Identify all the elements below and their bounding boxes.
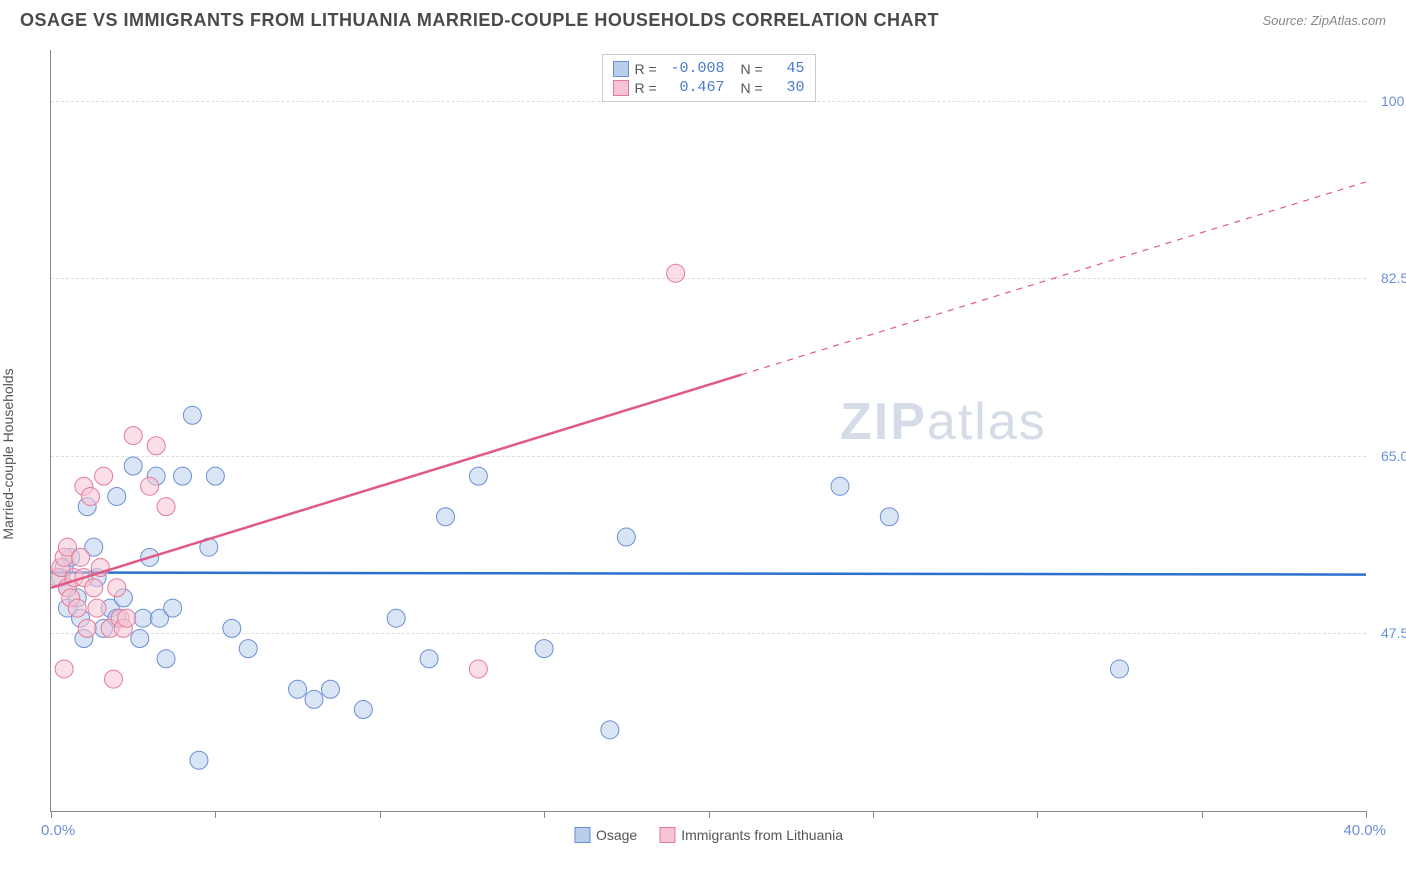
n-label: N = — [741, 61, 769, 77]
data-point — [617, 528, 635, 546]
series-legend: Osage Immigrants from Lithuania — [574, 827, 843, 843]
data-point — [88, 599, 106, 617]
x-tick — [544, 811, 545, 818]
n-value: 45 — [775, 60, 805, 77]
data-point — [831, 477, 849, 495]
trend-line — [51, 573, 1366, 575]
data-point — [124, 457, 142, 475]
data-point — [108, 579, 126, 597]
data-point — [68, 599, 86, 617]
y-tick-label: 82.5% — [1371, 270, 1406, 286]
data-point — [134, 609, 152, 627]
x-tick — [51, 811, 52, 818]
data-point — [108, 487, 126, 505]
data-point — [141, 477, 159, 495]
data-point — [190, 751, 208, 769]
data-point — [437, 508, 455, 526]
chart-plot-area: ZIPatlas R = -0.008 N = 45 R = 0.467 N =… — [50, 50, 1366, 812]
data-point — [164, 599, 182, 617]
data-point — [239, 640, 257, 658]
data-point — [85, 579, 103, 597]
swatch-icon — [574, 827, 590, 843]
data-point — [420, 650, 438, 668]
data-point — [95, 467, 113, 485]
correlation-legend: R = -0.008 N = 45 R = 0.467 N = 30 — [602, 54, 816, 102]
data-point — [880, 508, 898, 526]
data-point — [131, 630, 149, 648]
data-point — [81, 487, 99, 505]
data-point — [206, 467, 224, 485]
data-point — [174, 467, 192, 485]
data-point — [55, 660, 73, 678]
x-axis-min-label: 0.0% — [41, 822, 75, 839]
legend-item: Osage — [574, 827, 637, 843]
data-point — [305, 690, 323, 708]
data-point — [72, 548, 90, 566]
data-point — [157, 498, 175, 516]
data-point — [157, 650, 175, 668]
data-point — [289, 680, 307, 698]
data-point — [321, 680, 339, 698]
data-point — [469, 467, 487, 485]
swatch-icon — [659, 827, 675, 843]
data-point — [147, 437, 165, 455]
data-point — [387, 609, 405, 627]
x-tick — [1037, 811, 1038, 818]
data-point — [601, 721, 619, 739]
data-point — [104, 670, 122, 688]
x-axis-max-label: 40.0% — [1343, 822, 1386, 839]
n-value: 30 — [775, 79, 805, 96]
x-tick — [1366, 811, 1367, 818]
legend-label: Osage — [596, 827, 637, 843]
data-point — [535, 640, 553, 658]
data-point — [667, 264, 685, 282]
y-tick-label: 65.0% — [1371, 448, 1406, 464]
swatch-icon — [613, 80, 629, 96]
y-tick-label: 47.5% — [1371, 625, 1406, 641]
x-tick — [380, 811, 381, 818]
legend-row: R = 0.467 N = 30 — [613, 78, 805, 97]
r-value: -0.008 — [669, 60, 725, 77]
legend-row: R = -0.008 N = 45 — [613, 59, 805, 78]
scatter-plot-svg — [51, 50, 1366, 811]
r-value: 0.467 — [669, 79, 725, 96]
data-point — [124, 427, 142, 445]
data-point — [223, 619, 241, 637]
trend-line-extrapolated — [741, 182, 1366, 375]
data-point — [469, 660, 487, 678]
legend-item: Immigrants from Lithuania — [659, 827, 843, 843]
n-label: N = — [741, 80, 769, 96]
x-tick — [873, 811, 874, 818]
source-attribution: Source: ZipAtlas.com — [1262, 13, 1386, 28]
x-tick — [709, 811, 710, 818]
r-label: R = — [635, 61, 663, 77]
x-tick — [1202, 811, 1203, 818]
r-label: R = — [635, 80, 663, 96]
data-point — [183, 406, 201, 424]
data-point — [1110, 660, 1128, 678]
y-axis-label: Married-couple Households — [0, 368, 16, 539]
data-point — [78, 619, 96, 637]
data-point — [354, 701, 372, 719]
x-tick — [215, 811, 216, 818]
swatch-icon — [613, 61, 629, 77]
legend-label: Immigrants from Lithuania — [681, 827, 843, 843]
chart-header: OSAGE VS IMMIGRANTS FROM LITHUANIA MARRI… — [20, 10, 1386, 31]
chart-title: OSAGE VS IMMIGRANTS FROM LITHUANIA MARRI… — [20, 10, 939, 31]
data-point — [118, 609, 136, 627]
y-tick-label: 100.0% — [1371, 93, 1406, 109]
